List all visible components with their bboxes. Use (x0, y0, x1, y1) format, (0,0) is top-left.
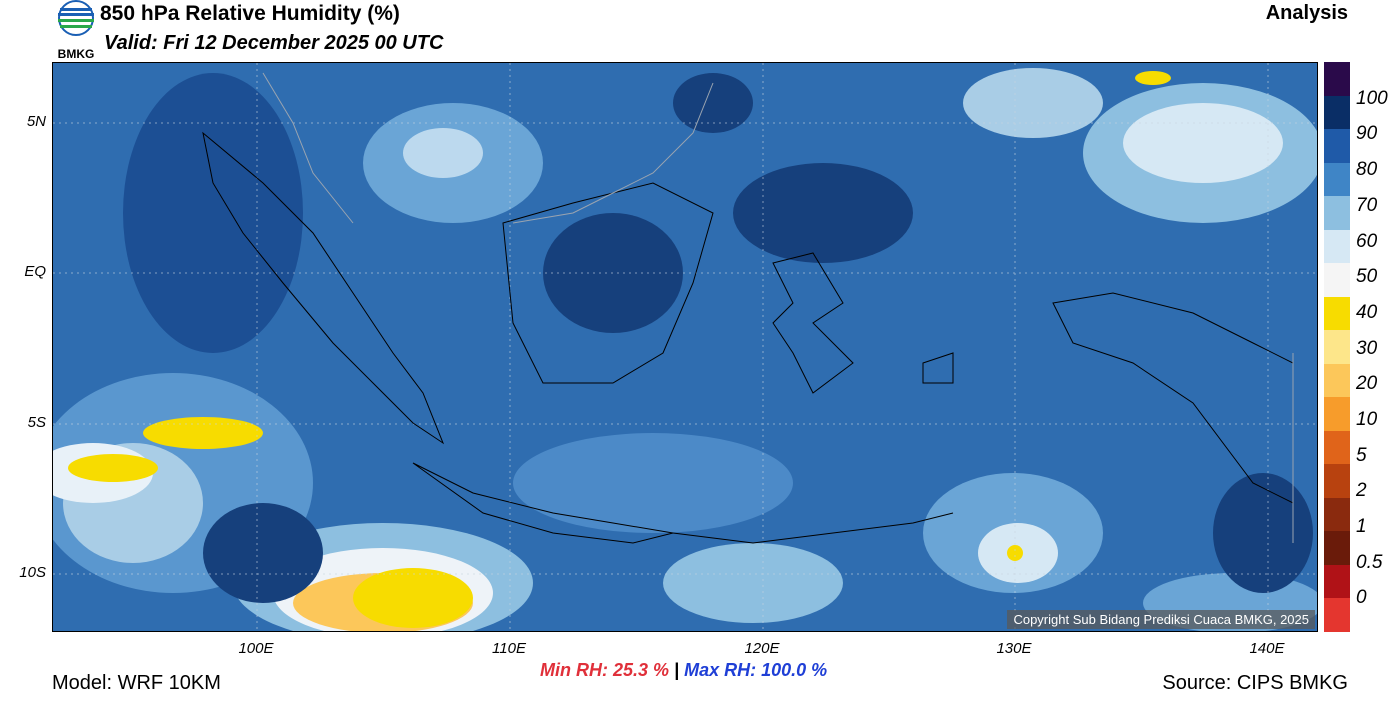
colorbar-label: 10 (1356, 409, 1378, 430)
colorbar-swatch (1324, 531, 1350, 565)
lat-label-eq: EQ (24, 263, 46, 280)
lon-label-140e: 140E (1249, 640, 1285, 657)
lon-label-130e: 130E (996, 640, 1032, 657)
colorbar-swatch (1324, 430, 1350, 465)
bmkg-logo: BMKG (58, 0, 95, 61)
colorbar-label: 80 (1356, 159, 1378, 180)
colorbar-label: 5 (1356, 445, 1367, 466)
min-rh: Min RH: 25.3 % (540, 660, 670, 680)
colorbar-swatch (1324, 263, 1350, 297)
logo-text: BMKG (58, 47, 95, 61)
humidity-map: Copyright Sub Bidang Prediksi Cuaca BMKG… (52, 62, 1318, 632)
lon-label-110e: 110E (492, 640, 526, 657)
colorbar-swatch (1324, 296, 1350, 331)
chart-title: 850 hPa Relative Humidity (%) (100, 2, 400, 25)
colorbar-swatch (1324, 129, 1350, 163)
colorbar-label: 40 (1356, 302, 1378, 323)
lon-label-100e: 100E (238, 640, 274, 657)
lat-label-5n: 5N (26, 113, 46, 130)
colorbar (1324, 62, 1350, 632)
valid-time: Valid: Fri 12 December 2025 00 UTC (104, 32, 444, 54)
run-type-label: Analysis (1265, 2, 1348, 24)
colorbar-swatch (1324, 464, 1350, 498)
colorbar-swatch (1324, 95, 1350, 130)
colorbar-label: 0.5 (1356, 552, 1383, 573)
colorbar-label: 20 (1356, 373, 1378, 394)
colorbar-swatch (1324, 397, 1350, 431)
colorbar-label: 1 (1356, 516, 1367, 537)
colorbar-label: 50 (1356, 266, 1378, 287)
colorbar-swatch (1324, 330, 1350, 364)
colorbar-label: 70 (1356, 195, 1378, 216)
colorbar-label: 90 (1356, 123, 1378, 144)
colorbar-label: 2 (1356, 480, 1367, 501)
stats-separator: | (674, 660, 680, 680)
graticule (53, 63, 1317, 631)
lon-label-120e: 120E (744, 640, 780, 657)
colorbar-swatch (1324, 62, 1350, 96)
copyright-notice: Copyright Sub Bidang Prediksi Cuaca BMKG… (1007, 610, 1315, 629)
colorbar-label: 60 (1356, 231, 1378, 252)
map-field (53, 63, 1317, 631)
colorbar-swatch (1324, 497, 1350, 532)
colorbar-swatch (1324, 229, 1350, 264)
colorbar-label: 0 (1356, 587, 1367, 608)
rh-stats: Min RH: 25.3 % | Max RH: 100.0 % (540, 660, 827, 681)
colorbar-swatch (1324, 162, 1350, 197)
colorbar-swatch (1324, 598, 1350, 632)
max-rh: Max RH: 100.0 % (684, 660, 828, 680)
lat-label-5s: 5S (27, 414, 46, 431)
model-label: Model: WRF 10KM (52, 672, 221, 694)
lat-label-10s: 10S (19, 564, 46, 581)
colorbar-swatch (1324, 564, 1350, 599)
colorbar-swatch (1324, 363, 1350, 398)
colorbar-label: 30 (1356, 338, 1378, 359)
borders (262, 72, 1294, 543)
colorbar-swatch (1324, 196, 1350, 230)
colorbar-label: 100 (1356, 88, 1388, 109)
source-label: Source: CIPS BMKG (1162, 672, 1348, 694)
